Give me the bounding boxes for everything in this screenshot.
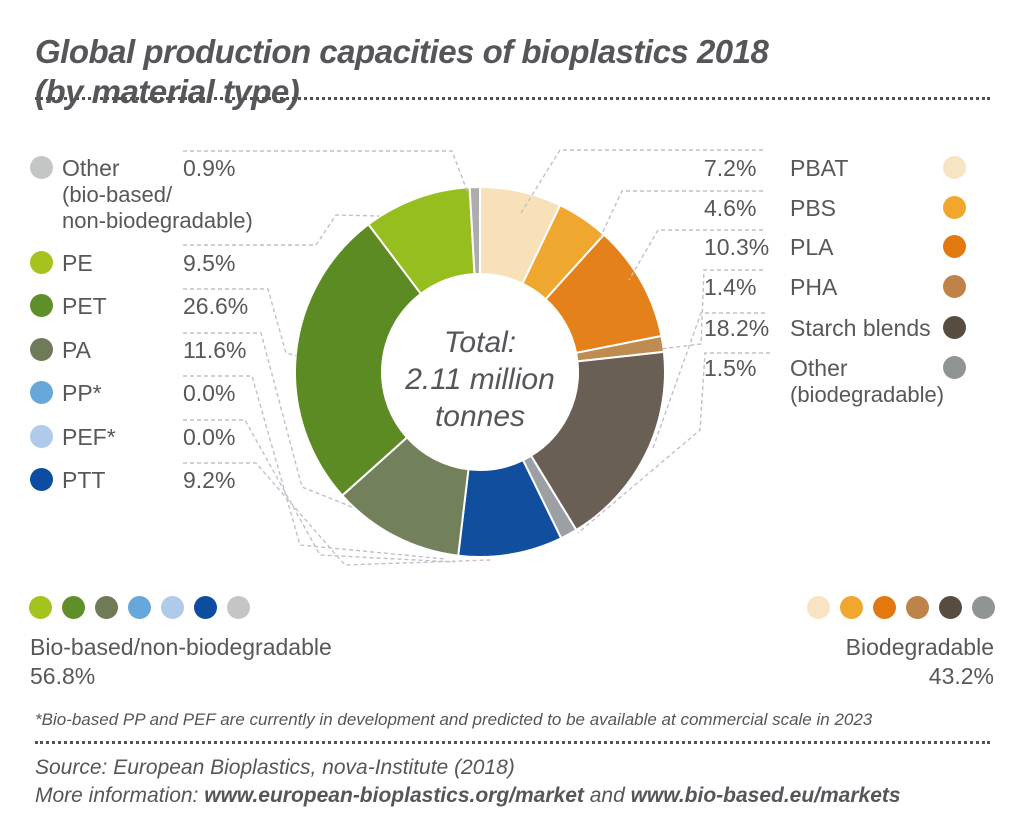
legend-percentage: 0.0% <box>183 380 236 406</box>
legend-connector-line <box>183 288 298 357</box>
pe-color-dot <box>30 251 53 274</box>
group-color-dot <box>840 596 863 619</box>
legend-sublabel: (biodegradable) <box>790 382 945 407</box>
title-line2: (by material type) <box>35 73 300 111</box>
group-color-dot <box>972 596 995 619</box>
legend-percentage: 9.5% <box>183 250 236 276</box>
group-color-dot <box>29 596 52 619</box>
group-color-dot <box>807 596 830 619</box>
bio-based-color-dots <box>29 596 250 619</box>
legend-connector-line <box>183 150 470 197</box>
footer-divider <box>35 741 990 744</box>
group-color-dot <box>95 596 118 619</box>
donut-slice-other-bio-based-non-biodegradable <box>468 185 481 276</box>
legend-connector-line <box>660 269 763 350</box>
legend-label: Other (biodegradable) <box>790 355 945 407</box>
legend-sublabel: non-biodegradable) <box>62 208 253 233</box>
legend-connector-line <box>183 462 491 566</box>
legend-label: PBAT <box>790 155 849 181</box>
more-info-line: More information: www.european-bioplasti… <box>35 784 901 808</box>
legend-label: PE <box>62 250 93 276</box>
pa-color-dot <box>30 338 53 361</box>
biodegradable-group-percentage: 43.2% <box>928 663 994 689</box>
legend-percentage: 26.6% <box>183 293 249 319</box>
bio-based-group-percentage: 56.8% <box>30 663 96 689</box>
donut-slice-pet <box>294 222 423 497</box>
biodegradable-color-dots <box>807 596 995 619</box>
other-color-dot <box>30 156 53 179</box>
legend-connector-line <box>598 190 763 241</box>
legend-label: PEF* <box>62 424 116 450</box>
legend-connector-line <box>520 149 763 214</box>
legend-label: PP* <box>62 380 102 406</box>
other-color-dot <box>943 356 966 379</box>
group-color-dot <box>128 596 151 619</box>
legend-percentage: 9.2% <box>183 467 236 493</box>
ptt-color-dot <box>30 468 53 491</box>
legend-label: PTT <box>62 467 106 493</box>
pha-color-dot <box>943 275 966 298</box>
pet-color-dot <box>30 294 53 317</box>
legend-percentage: 18.2% <box>704 315 770 341</box>
source-line: Source: European Bioplastics, nova-Insti… <box>35 756 515 779</box>
total-label: Total: <box>443 326 517 359</box>
legend-label: PA <box>62 337 91 363</box>
pef-color-dot <box>30 425 53 448</box>
title-line1: Global production capacities of bioplast… <box>35 33 769 71</box>
group-color-dot <box>873 596 896 619</box>
total-unit: tonnes <box>434 400 526 433</box>
legend-percentage: 0.9% <box>183 155 236 181</box>
more-info-and: and <box>583 784 631 807</box>
legend-connector-line <box>628 229 763 281</box>
group-color-dot <box>227 596 250 619</box>
group-color-dot <box>161 596 184 619</box>
more-info-prefix: More information: <box>35 784 205 807</box>
total-value: 2.11 million <box>405 363 555 396</box>
legend-label: PHA <box>790 274 838 300</box>
legend-connector-line <box>183 214 380 246</box>
starch-blends-color-dot <box>943 316 966 339</box>
legend-percentage: 11.6% <box>183 337 247 363</box>
legend-percentage: 10.3% <box>704 234 770 260</box>
donut-slice-starch-blends <box>529 350 666 532</box>
link-bio-based-eu[interactable]: www.bio-based.eu/markets <box>630 784 901 807</box>
legend-label: Starch blends <box>790 315 931 341</box>
bio-based-group-label: Bio-based/non-biodegradable <box>30 634 332 660</box>
legend-connector-line <box>183 332 353 508</box>
pbat-color-dot <box>943 156 966 179</box>
legend-percentage: 1.5% <box>704 355 757 381</box>
legend-label: PLA <box>790 234 834 260</box>
donut-center-label: Total: 2.11 million tonnes <box>340 324 620 435</box>
group-color-dot <box>62 596 85 619</box>
page-title: Global production capacities of bioplast… <box>35 32 769 112</box>
legend-label: PET <box>62 293 107 319</box>
legend-percentage: 4.6% <box>704 195 757 221</box>
legend-percentage: 1.4% <box>704 274 757 300</box>
pbs-color-dot <box>943 196 966 219</box>
legend-label: PBS <box>790 195 837 221</box>
footnote: *Bio-based PP and PEF are currently in d… <box>35 710 873 729</box>
legend-sublabel: (bio-based/ <box>62 182 173 207</box>
biodegradable-group-label: Biodegradable <box>845 634 994 660</box>
pla-color-dot <box>943 235 966 258</box>
group-color-dot <box>194 596 217 619</box>
legend-connector-line <box>183 375 446 560</box>
legend-label: Other (bio-based/non-biodegradable) <box>62 155 253 233</box>
group-color-dot <box>906 596 929 619</box>
link-european-bioplastics[interactable]: www.european-bioplastics.org/market <box>204 784 584 807</box>
legend-connector-line <box>652 312 765 449</box>
title-divider <box>35 97 990 100</box>
legend-percentage: 0.0% <box>183 424 236 450</box>
legend-connector-line <box>183 419 456 563</box>
pp-color-dot <box>30 381 53 404</box>
group-color-dot <box>939 596 962 619</box>
legend-percentage: 7.2% <box>704 155 757 181</box>
